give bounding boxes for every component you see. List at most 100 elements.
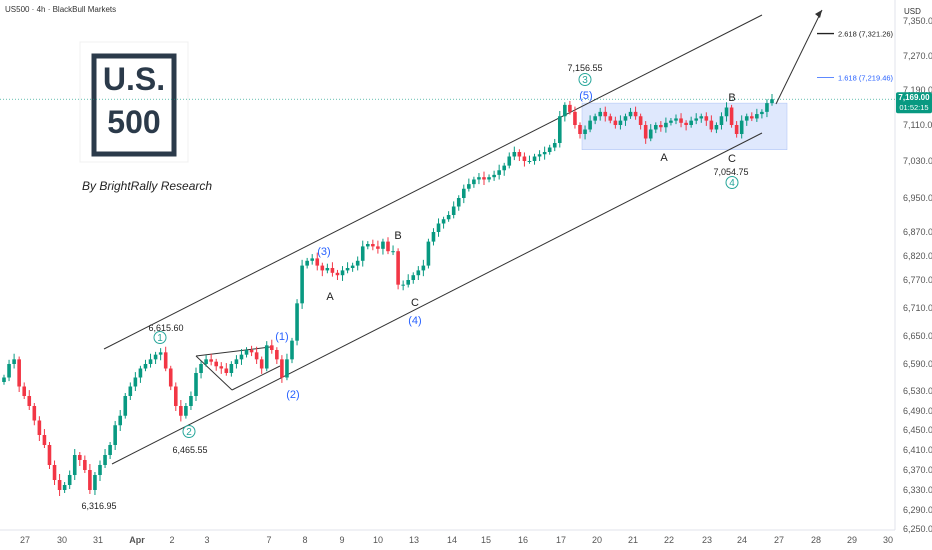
candle-body[interactable] — [62, 485, 67, 490]
candle-body[interactable] — [578, 125, 582, 134]
candle-body[interactable] — [386, 241, 390, 252]
candle-body[interactable] — [497, 170, 501, 175]
candle-body[interactable] — [653, 125, 658, 130]
candle-body[interactable] — [98, 465, 102, 475]
candle-body[interactable] — [123, 396, 128, 416]
candle-body[interactable] — [153, 354, 158, 360]
candle-body[interactable] — [765, 103, 769, 112]
candle-body[interactable] — [704, 116, 709, 121]
candle-body[interactable] — [396, 251, 400, 285]
candle-body[interactable] — [391, 251, 395, 253]
candle-body[interactable] — [441, 219, 446, 224]
candle-body[interactable] — [77, 455, 82, 460]
candle-body[interactable] — [93, 475, 97, 490]
candle-body[interactable] — [734, 125, 739, 134]
candle-body[interactable] — [290, 340, 294, 360]
candles[interactable] — [2, 93, 774, 496]
candle-body[interactable] — [507, 156, 512, 166]
candle-body[interactable] — [249, 350, 254, 353]
candle-body[interactable] — [138, 368, 143, 378]
candle-body[interactable] — [477, 177, 481, 180]
candle-body[interactable] — [204, 359, 208, 364]
candle-body[interactable] — [568, 104, 572, 112]
candle-body[interactable] — [295, 303, 299, 341]
candle-body[interactable] — [67, 475, 72, 485]
candle-body[interactable] — [613, 120, 618, 125]
candle-body[interactable] — [588, 120, 592, 130]
candle-body[interactable] — [381, 241, 385, 249]
candle-body[interactable] — [583, 129, 587, 135]
candle-body[interactable] — [285, 359, 289, 378]
candle-body[interactable] — [547, 147, 552, 153]
candle-body[interactable] — [37, 420, 42, 436]
candle-body[interactable] — [563, 104, 567, 117]
candle-body[interactable] — [537, 154, 542, 157]
candle-body[interactable] — [128, 386, 133, 397]
candle-body[interactable] — [502, 165, 507, 171]
candle-body[interactable] — [755, 114, 759, 119]
candle-body[interactable] — [325, 268, 330, 271]
candle-body[interactable] — [7, 364, 11, 378]
candle-body[interactable] — [770, 99, 774, 104]
candle-body[interactable] — [57, 480, 62, 490]
candle-body[interactable] — [173, 386, 178, 407]
candle-body[interactable] — [163, 352, 168, 369]
candle-body[interactable] — [27, 396, 32, 406]
candle-body[interactable] — [532, 156, 537, 162]
candle-body[interactable] — [103, 455, 107, 465]
candle-body[interactable] — [456, 198, 461, 207]
candle-body[interactable] — [371, 244, 375, 247]
candle-body[interactable] — [259, 359, 264, 369]
candle-body[interactable] — [214, 361, 219, 367]
candle-body[interactable] — [224, 368, 229, 374]
candle-body[interactable] — [199, 364, 203, 373]
candle-body[interactable] — [512, 152, 517, 157]
candle-body[interactable] — [522, 156, 527, 162]
candle-body[interactable] — [148, 359, 153, 364]
candle-body[interactable] — [598, 111, 603, 117]
candle-body[interactable] — [749, 116, 754, 119]
candle-body[interactable] — [179, 406, 183, 416]
candle-body[interactable] — [739, 120, 744, 134]
candle-body[interactable] — [527, 161, 532, 162]
candle-body[interactable] — [760, 111, 764, 115]
candle-body[interactable] — [376, 246, 380, 249]
candle-body[interactable] — [360, 246, 365, 261]
candle-body[interactable] — [244, 350, 249, 355]
candle-body[interactable] — [189, 396, 193, 406]
candle-body[interactable] — [669, 120, 673, 123]
candle-body[interactable] — [674, 118, 678, 121]
candle-body[interactable] — [542, 152, 547, 155]
candle-body[interactable] — [209, 359, 213, 362]
candle-body[interactable] — [275, 350, 279, 360]
candle-body[interactable] — [118, 415, 123, 426]
candle-body[interactable] — [492, 174, 496, 178]
candle-body[interactable] — [608, 116, 613, 121]
candle-body[interactable] — [143, 364, 148, 369]
candle-body[interactable] — [593, 116, 597, 121]
candle-body[interactable] — [426, 241, 431, 266]
candle-body[interactable] — [168, 368, 173, 387]
candle-body[interactable] — [72, 455, 77, 475]
candle-body[interactable] — [12, 359, 16, 364]
candle-body[interactable] — [431, 232, 436, 242]
candle-body[interactable] — [724, 107, 729, 117]
candle-body[interactable] — [345, 268, 350, 271]
candle-body[interactable] — [436, 223, 441, 233]
candle-body[interactable] — [229, 364, 234, 373]
candle-body[interactable] — [446, 215, 451, 220]
candle-body[interactable] — [219, 366, 224, 369]
candle-body[interactable] — [633, 111, 638, 117]
candle-body[interactable] — [638, 116, 643, 125]
candle-body[interactable] — [664, 122, 668, 128]
candle-body[interactable] — [133, 377, 138, 387]
candle-body[interactable] — [689, 120, 693, 125]
candle-body[interactable] — [744, 116, 749, 121]
candle-body[interactable] — [194, 373, 198, 396]
candle-body[interactable] — [184, 406, 188, 416]
candle-body[interactable] — [557, 116, 562, 143]
candle-body[interactable] — [335, 272, 340, 276]
candle-body[interactable] — [719, 116, 724, 125]
candle-body[interactable] — [714, 125, 719, 130]
